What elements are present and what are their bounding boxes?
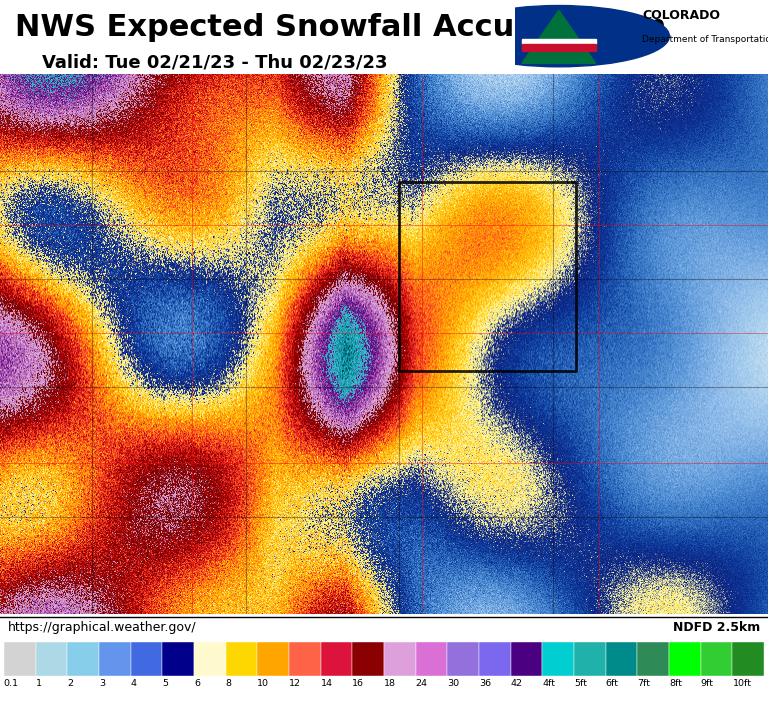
Bar [384,642,415,675]
Bar [733,642,764,675]
Text: 18: 18 [384,680,396,688]
Bar [606,642,637,675]
Bar [68,642,99,675]
Bar [522,44,596,51]
Text: 8: 8 [226,680,232,688]
Text: https://graphical.weather.gov/: https://graphical.weather.gov/ [8,621,197,635]
Text: 36: 36 [479,680,492,688]
Bar [226,642,257,675]
Text: 2: 2 [68,680,73,688]
Bar [194,642,226,675]
Bar [99,642,131,675]
Text: 6: 6 [194,680,200,688]
Text: 5ft: 5ft [574,680,587,688]
Text: 10: 10 [257,680,270,688]
Text: 1: 1 [35,680,41,688]
Bar [35,642,67,675]
Bar [321,642,353,675]
Text: 12: 12 [289,680,301,688]
Text: 8ft: 8ft [669,680,682,688]
Text: 9ft: 9ft [701,680,713,688]
Text: Valid: Tue 02/21/23 - Thu 02/23/23: Valid: Tue 02/21/23 - Thu 02/23/23 [42,53,388,71]
Bar [289,642,321,675]
Polygon shape [522,11,596,63]
Bar [131,642,162,675]
Text: 10ft: 10ft [733,680,751,688]
Text: 4ft: 4ft [542,680,555,688]
Text: 14: 14 [321,680,333,688]
Text: COLORADO: COLORADO [642,9,720,22]
Bar [353,642,384,675]
Text: 24: 24 [415,680,428,688]
Bar [479,642,511,675]
Text: NDFD 2.5km: NDFD 2.5km [673,621,760,635]
Bar [522,39,596,44]
Bar [542,642,574,675]
Bar [701,642,733,675]
Text: 4: 4 [131,680,137,688]
Bar [4,642,35,675]
Bar [162,642,194,675]
Text: 16: 16 [353,680,364,688]
Text: 7ft: 7ft [637,680,650,688]
Bar [669,642,701,675]
Bar [574,642,606,675]
Text: 30: 30 [447,680,459,688]
Bar [447,642,479,675]
Text: Department of Transportation: Department of Transportation [642,35,768,44]
Text: 3: 3 [99,680,105,688]
Bar [415,642,447,675]
Text: 6ft: 6ft [606,680,619,688]
Bar [511,642,542,675]
Bar [637,642,669,675]
Circle shape [449,6,670,67]
Text: 42: 42 [511,680,523,688]
Text: NWS Expected Snowfall Accumulation: NWS Expected Snowfall Accumulation [15,13,667,42]
Bar [257,642,289,675]
Text: 0.1: 0.1 [4,680,19,688]
Text: 5: 5 [162,680,168,688]
